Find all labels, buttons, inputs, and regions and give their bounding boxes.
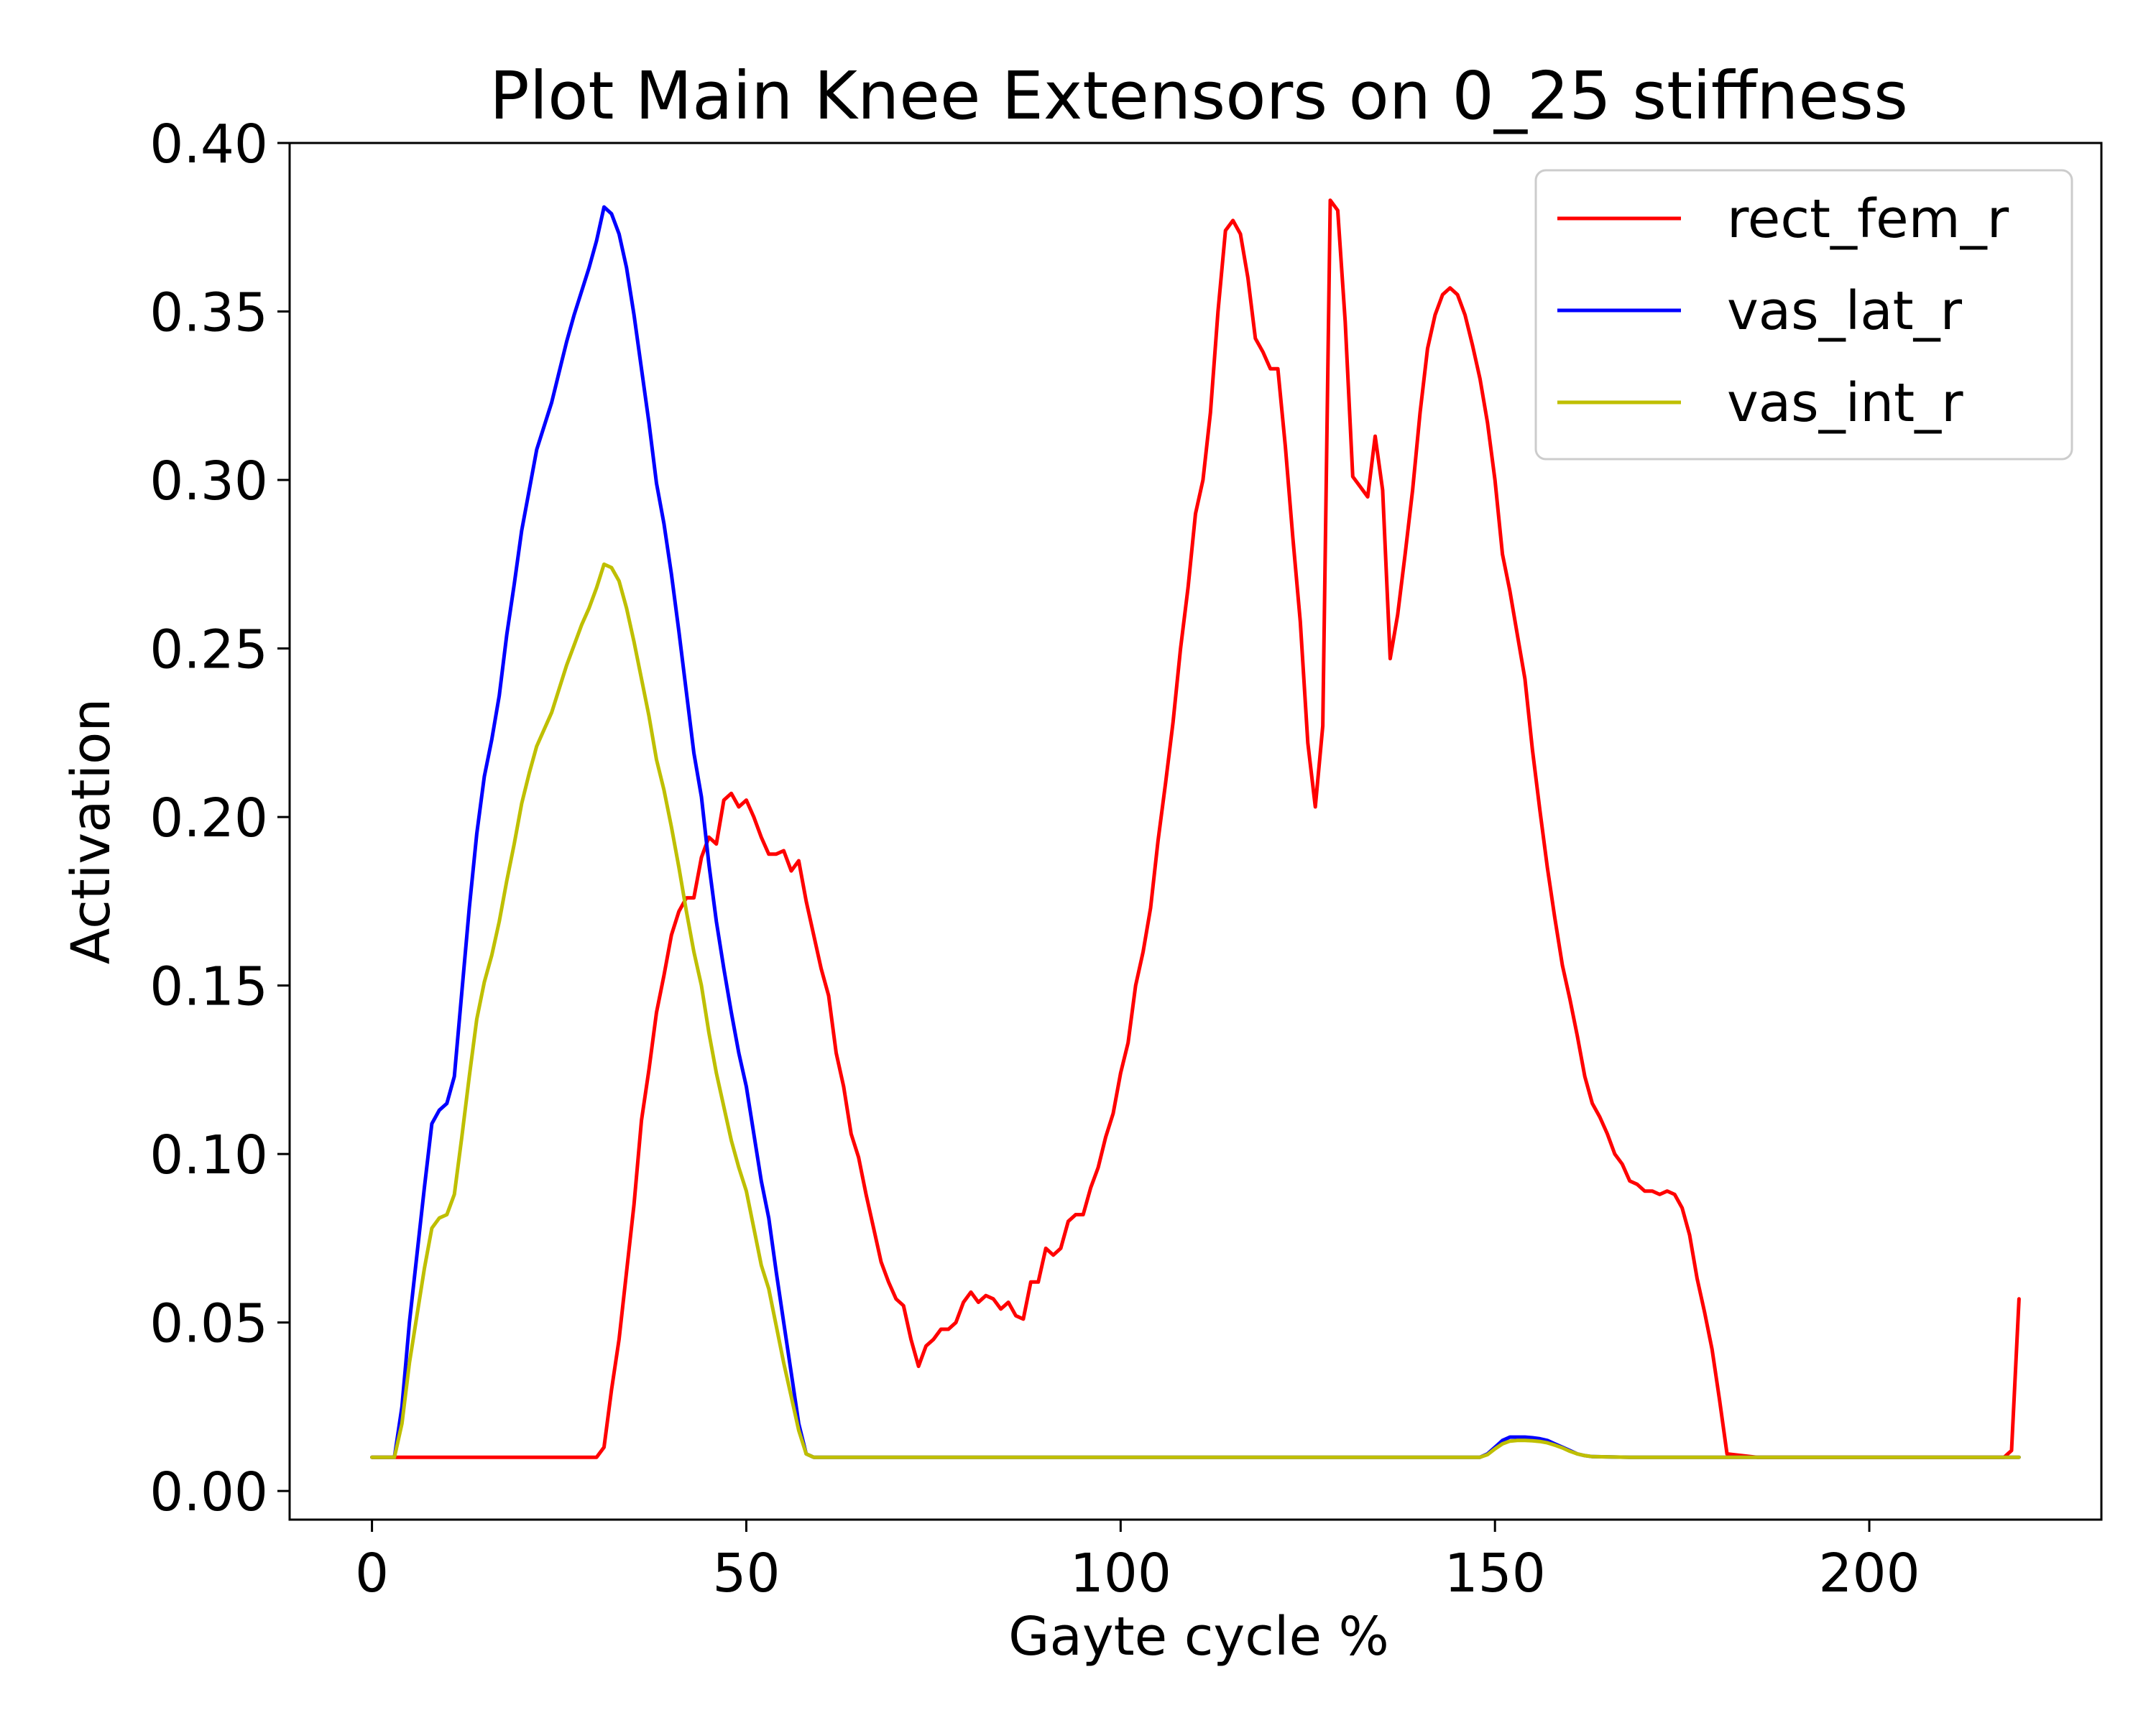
x-tick-label: 0 (355, 1543, 389, 1604)
legend-label-vas_lat_r: vas_lat_r (1727, 280, 1963, 342)
legend-label-rect_fem_r: rect_fem_r (1727, 188, 2009, 250)
x-axis-label: Gayte cycle % (1008, 1606, 1389, 1668)
y-tick-label: 0.20 (149, 787, 268, 849)
y-axis: 0.00 0.05 0.10 0.15 0.20 0.25 0.30 0.35 0.40 (149, 114, 290, 1523)
y-tick-label: 0.05 (149, 1293, 268, 1355)
legend-box (1534, 169, 2073, 461)
series-line-vas_int_r (370, 562, 2021, 1459)
plot-frame (288, 142, 2103, 1521)
x-tick-label: 100 (1070, 1543, 1171, 1604)
x-axis: 0 50 100 150 200 (355, 1520, 1920, 1604)
legend-label-vas_int_r: vas_int_r (1727, 372, 1963, 434)
x-tick-label: 150 (1445, 1543, 1546, 1604)
y-tick-label: 0.40 (149, 114, 268, 175)
y-axis-label: Activation (60, 698, 122, 964)
chart-title: Plot Main Knee Extensors on 0_25 stiffne… (489, 57, 1908, 134)
y-tick-label: 0.30 (149, 451, 268, 512)
series-line-rect_fem_r (370, 198, 2021, 1459)
plot-lines (370, 198, 2021, 1459)
y-tick-label: 0.25 (149, 619, 268, 681)
y-tick-label: 0.15 (149, 956, 268, 1018)
series-line-vas_lat_r (370, 205, 2021, 1459)
legend: rect_fem_r vas_lat_r vas_int_r (1534, 169, 2073, 461)
y-tick-label: 0.00 (149, 1461, 268, 1523)
y-tick-label: 0.35 (149, 282, 268, 344)
x-tick-label: 50 (712, 1543, 780, 1604)
y-tick-label: 0.10 (149, 1124, 268, 1186)
x-tick-label: 200 (1818, 1543, 1920, 1604)
